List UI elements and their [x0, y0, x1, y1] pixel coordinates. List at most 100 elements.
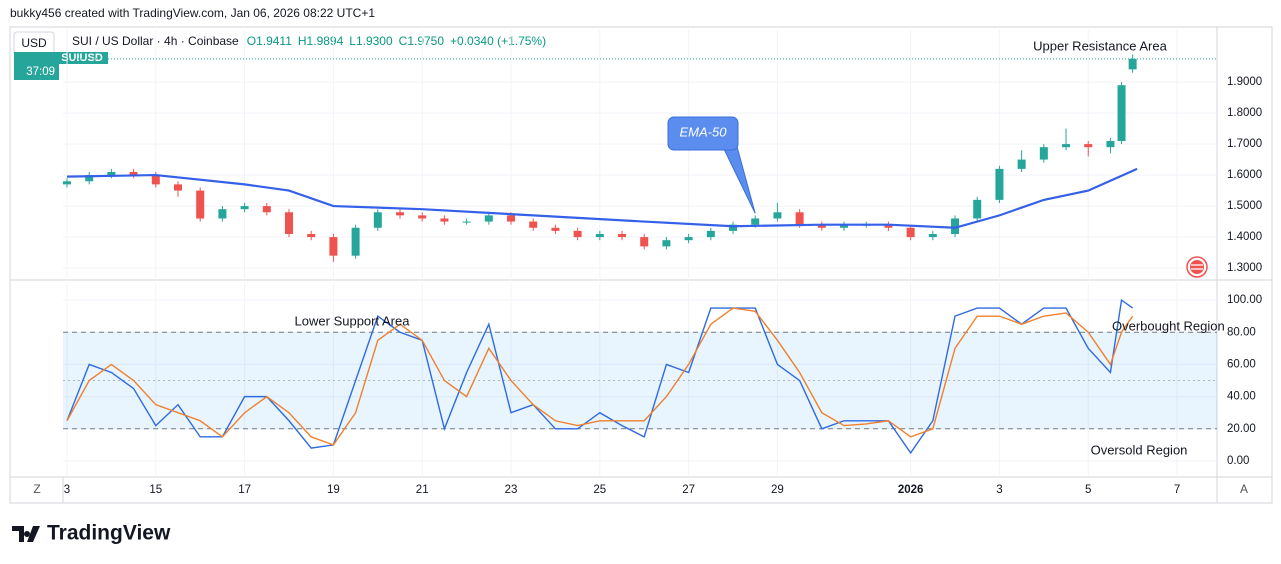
candle-body — [729, 224, 738, 231]
zoom-button[interactable]: Z — [33, 482, 40, 496]
x-tick-label: 23 — [505, 484, 518, 496]
candle-body — [884, 224, 893, 228]
x-tick-label: 25 — [593, 484, 606, 496]
x-tick-label: 27 — [682, 484, 695, 496]
candle-body — [1017, 159, 1026, 169]
callout-box — [667, 116, 739, 151]
candle-body — [440, 218, 449, 222]
candle-body — [329, 237, 338, 256]
y-tick-label: 0.00 — [1227, 455, 1249, 467]
candle-body — [684, 237, 693, 241]
candle-body — [973, 199, 982, 219]
candle-body — [196, 190, 205, 219]
x-tick-label: 5 — [1085, 484, 1091, 496]
candle-body — [751, 218, 760, 225]
candle-body — [1039, 147, 1048, 160]
candle-body — [174, 184, 183, 191]
x-tick-label: 17 — [238, 484, 251, 496]
y-tick-label: 1.5000 — [1227, 200, 1262, 212]
candle-body — [262, 206, 271, 213]
flag-icon — [1186, 256, 1208, 278]
candle-body — [151, 175, 160, 185]
ema-line — [66, 167, 1138, 229]
candle-body — [107, 171, 116, 176]
ohlc-value: O1.9411 — [247, 34, 292, 48]
candle-body — [529, 221, 538, 228]
candle-body — [618, 233, 627, 238]
candle-body — [240, 206, 249, 210]
support-label: Lower Support Area — [295, 313, 411, 328]
resistance-label: Upper Resistance Area — [1033, 38, 1167, 53]
candle-body — [62, 181, 71, 185]
ohlc-value: +0.0340 (+1.75%) — [450, 34, 546, 48]
ohlc-value: L1.9300 — [349, 34, 393, 48]
y-tick-label: 1.9000 — [1227, 76, 1262, 88]
y-tick-label: 1.4000 — [1227, 231, 1262, 243]
candle-body — [1084, 144, 1093, 148]
candle-body — [573, 230, 582, 238]
candle-body — [551, 227, 560, 231]
candle-body — [795, 212, 804, 225]
ohlc-value: C1.9750 — [399, 34, 445, 48]
y-tick-label: 1.7000 — [1227, 138, 1262, 150]
candle-body — [995, 168, 1004, 200]
y-tick-label: 100.00 — [1227, 294, 1262, 306]
candle-body — [285, 212, 294, 234]
overbought-label: Overbought Region — [1112, 318, 1225, 333]
brand-logo — [12, 526, 40, 542]
oscillator-line — [66, 298, 1134, 455]
candle-body — [373, 212, 382, 228]
x-tick-label: 3 — [64, 484, 70, 496]
x-tick-label: 7 — [1174, 484, 1180, 496]
y-tick-label: 80.00 — [1227, 326, 1256, 338]
candle-body — [1128, 58, 1137, 70]
oscillator-line — [66, 307, 1134, 446]
plot-area: 1.3000 1.4000 1.5000 1.6000 1.7000 1.8000 1.90… — [62, 30, 1262, 496]
candle-body — [507, 215, 516, 222]
candle-body — [706, 230, 715, 238]
y-tick-label: 1.8000 — [1227, 107, 1262, 119]
callout-label: EMA-50 — [680, 124, 728, 139]
candle-body — [351, 227, 360, 256]
auto-button[interactable]: A — [1240, 482, 1248, 496]
y-tick-label: 20.00 — [1227, 423, 1256, 435]
candle-body — [662, 240, 671, 247]
y-tick-label: 1.3000 — [1227, 262, 1262, 274]
y-tick-label: 60.00 — [1227, 358, 1256, 370]
legend: SUI / US Dollar · 4h · Coinbase O1.9411 H1… — [72, 34, 546, 48]
candle-body — [396, 212, 405, 216]
candle-body — [218, 209, 227, 219]
chart-frame — [9, 26, 1273, 504]
countdown-tag — [14, 64, 59, 80]
x-tick-label: 15 — [149, 484, 162, 496]
y-tick-label: 40.00 — [1227, 391, 1256, 403]
candle-body — [595, 233, 604, 238]
oversold-label: Oversold Region — [1091, 442, 1188, 457]
candle-body — [1117, 85, 1126, 141]
candle-body — [1106, 140, 1115, 148]
ohlc-value: H1.9894 — [298, 34, 344, 48]
countdown: 37:09 — [26, 66, 55, 78]
candle-body — [906, 227, 915, 238]
credit: bukky456 created with TradingView.com, J… — [10, 6, 375, 20]
candle-body — [85, 175, 94, 182]
ticker: SUIUSD — [61, 52, 103, 64]
x-tick-label: 29 — [771, 484, 784, 496]
candle-body — [773, 212, 782, 219]
candle-body — [817, 224, 826, 228]
candle-body — [129, 171, 138, 176]
candle-body — [951, 218, 960, 234]
candle-body — [928, 233, 937, 238]
candle-body — [462, 221, 471, 223]
x-tick-label: 19 — [327, 484, 340, 496]
x-tick-label: 21 — [416, 484, 429, 496]
candle-body — [1062, 144, 1071, 148]
candle-body — [418, 215, 427, 219]
candle-body — [840, 224, 849, 228]
candle-body — [484, 215, 493, 222]
x-tick-label: 2026 — [898, 484, 924, 496]
currency[interactable]: USD — [21, 36, 47, 50]
brand: TradingView — [47, 522, 171, 545]
